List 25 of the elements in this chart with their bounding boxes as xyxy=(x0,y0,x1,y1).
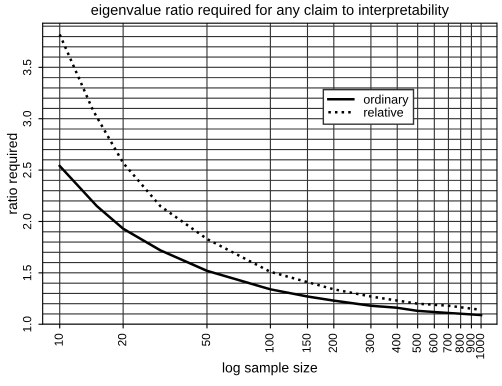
x-tick-label: 50 xyxy=(202,334,210,346)
y-axis-title: ratio required xyxy=(6,134,20,214)
x-tick-label: 600 xyxy=(429,334,438,352)
x-tick-label: 500 xyxy=(412,334,421,352)
x-tick-label: 300 xyxy=(366,334,374,353)
legend-label: relative xyxy=(364,108,404,117)
y-tick-label: 2.0 xyxy=(22,214,32,230)
x-tick-label: 20 xyxy=(118,334,126,346)
chart-title: eigenvalue ratio required for any claim to interpretability xyxy=(91,4,449,18)
x-tick-label: 100 xyxy=(265,334,274,352)
x-tick-label: 1000 xyxy=(476,334,484,359)
y-tick-label: 2.5 xyxy=(22,162,32,178)
x-tick-label: 150 xyxy=(302,334,311,352)
x-tick-label: 700 xyxy=(443,334,452,352)
y-tick-label: 3.5 xyxy=(22,60,32,76)
legend-label: ordinary xyxy=(364,94,408,106)
y-tick-label: 3.0 xyxy=(22,110,32,126)
x-tick-label: 900 xyxy=(466,334,475,352)
y-tick-label: 1.5 xyxy=(23,265,32,280)
x-tick-label: 10 xyxy=(54,334,63,346)
x-tick-label: 200 xyxy=(328,334,337,352)
x-axis-title: log sample size xyxy=(222,362,318,376)
y-tick-label: 1.0 xyxy=(22,316,32,332)
x-tick-label: 800 xyxy=(455,334,464,352)
x-tick-label: 400 xyxy=(392,334,400,353)
